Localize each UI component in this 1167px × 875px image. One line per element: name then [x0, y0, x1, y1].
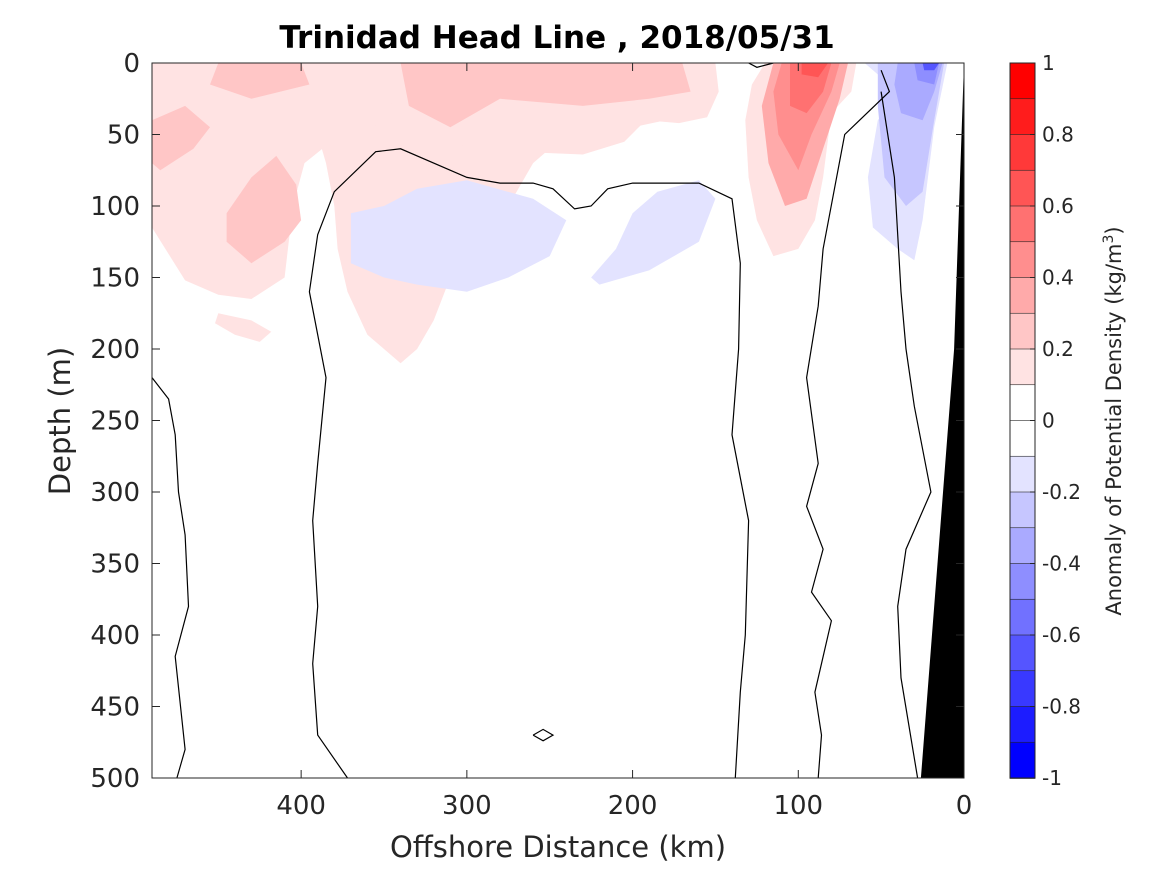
- colorbar: 1 0.8 0.6 0.4 0.2 0 -0.2 -0.4 -0.6 -0.8 -1 Anomaly…: [1009, 51, 1126, 790]
- x-tick-label: 200: [608, 791, 658, 821]
- colorbar-tick-label: 0.6: [1042, 194, 1074, 218]
- zero-contour-2: [308, 148, 750, 778]
- colorbar-tick-label: -0.2: [1042, 480, 1081, 504]
- colorbar-tick-label: 1: [1042, 51, 1055, 75]
- x-tick-label: 0: [956, 791, 973, 821]
- colorbar-label: Anomaly of Potential Density (kg/m3): [1101, 226, 1126, 615]
- colorbar-swatch: [1009, 134, 1036, 172]
- y-tick-label: 450: [90, 693, 140, 723]
- colorbar-swatch: [1009, 348, 1036, 386]
- y-tick-label: 300: [90, 478, 140, 508]
- colorbar-label-superscript: 3: [1101, 235, 1117, 244]
- colorbar-swatch: [1009, 563, 1036, 601]
- plot-area: 400 300 200 100 0 0 50 100 150 200 250 300 350 400 450…: [90, 49, 972, 821]
- y-tick-label: 250: [90, 407, 140, 437]
- y-tick-label: 500: [90, 764, 140, 794]
- colorbar-swatch: [1009, 670, 1036, 708]
- colorbar-label-close: ): [1102, 226, 1126, 234]
- colorbar-swatch: [1009, 205, 1036, 243]
- chart-title: Trinidad Head Line , 2018/05/31: [279, 20, 834, 56]
- colorbar-tick-label: -0.8: [1042, 695, 1081, 719]
- colorbar-swatch: [1009, 241, 1036, 279]
- colorbar-tick-label: 0.8: [1042, 123, 1074, 147]
- colorbar-swatch: [1009, 62, 1036, 100]
- y-tick-label: 100: [90, 192, 140, 222]
- bathymetry-mask-shape: [920, 63, 964, 778]
- colorbar-swatch: [1009, 312, 1036, 350]
- colorbar-swatch: [1009, 169, 1036, 207]
- zero-contour-4: [880, 91, 932, 778]
- region-positive-03-center: [400, 63, 691, 128]
- bathymetry-mask: [920, 63, 964, 778]
- colorbar-swatch: [1009, 277, 1036, 315]
- zero-contour-6: [532, 728, 555, 742]
- zero-contour-lines: [152, 63, 932, 778]
- colorbar-ticks: 1 0.8 0.6 0.4 0.2 0 -0.2 -0.4 -0.6 -0.8 -1: [1030, 51, 1081, 790]
- region-shelf-negative-05: [922, 63, 940, 71]
- colorbar-tick-label: 0.4: [1042, 266, 1074, 290]
- anomaly-fill-regions: [152, 63, 948, 364]
- y-axis-label: Depth (m): [43, 347, 77, 495]
- colorbar-swatch: [1009, 634, 1036, 672]
- colorbar-swatches: [1009, 62, 1036, 779]
- region-positive-03-left2: [226, 155, 302, 264]
- colorbar-swatch: [1009, 455, 1036, 493]
- x-tick-label: 400: [276, 791, 326, 821]
- x-tick-label: 100: [773, 791, 823, 821]
- colorbar-tick-label: -0.4: [1042, 552, 1081, 576]
- colorbar-tick-label: -0.6: [1042, 623, 1081, 647]
- axis-ticks: 400 300 200 100 0 0 50 100 150 200 250 300 350 400 450…: [90, 49, 972, 821]
- colorbar-tick-label: -1: [1042, 766, 1062, 790]
- region-positive-03-left: [152, 105, 210, 171]
- region-north-core-07: [801, 63, 829, 78]
- y-tick-label: 0: [123, 49, 140, 79]
- x-tick-label: 300: [442, 791, 492, 821]
- y-tick-label: 150: [90, 264, 140, 294]
- region-negative-01-center: [350, 180, 567, 292]
- y-tick-label: 200: [90, 335, 140, 365]
- y-tick-label: 50: [107, 121, 140, 151]
- colorbar-swatch: [1009, 491, 1036, 529]
- zero-contour-1: [152, 377, 190, 778]
- colorbar-label-main: Anomaly of Potential Density (kg/m: [1102, 244, 1126, 616]
- colorbar-swatch: [1009, 527, 1036, 565]
- region-positive-03-top: [210, 63, 310, 99]
- region-negative-01-right: [591, 180, 716, 285]
- colorbar-swatch: [1009, 420, 1036, 458]
- region-north-core-06: [790, 63, 832, 114]
- y-tick-label: 400: [90, 621, 140, 651]
- colorbar-swatch: [1009, 706, 1036, 744]
- region-small-positive-patch: [215, 313, 272, 342]
- colorbar-swatch: [1009, 741, 1036, 779]
- zero-contour-3: [805, 69, 891, 778]
- x-axis-label: Offshore Distance (km): [390, 830, 726, 864]
- colorbar-tick-label: 0: [1042, 409, 1055, 433]
- colorbar-swatch: [1009, 98, 1036, 136]
- y-tick-label: 350: [90, 550, 140, 580]
- colorbar-swatch: [1009, 384, 1036, 422]
- zero-contour-5: [748, 63, 774, 68]
- colorbar-swatch: [1009, 598, 1036, 636]
- colorbar-tick-label: 0.2: [1042, 337, 1074, 361]
